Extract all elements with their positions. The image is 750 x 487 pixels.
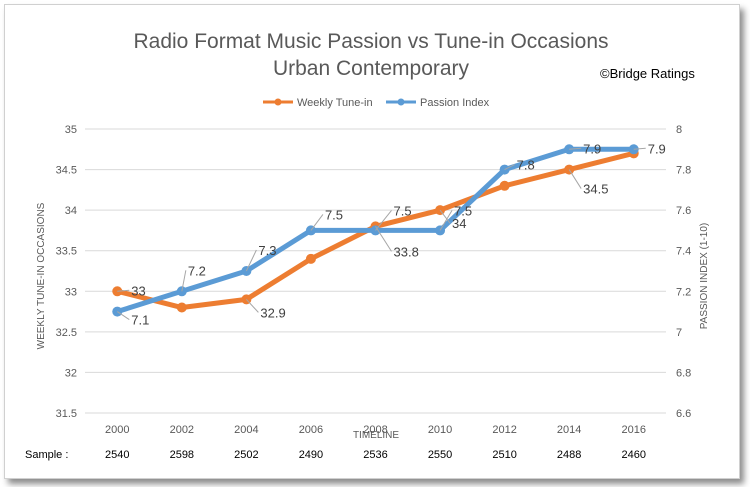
- x-tick-label: 2014: [557, 424, 581, 436]
- sample-label: Sample :: [25, 449, 68, 461]
- leader-line: [117, 289, 130, 292]
- x-tick-label: 2012: [492, 424, 516, 436]
- x-tick-label: 2000: [105, 424, 129, 436]
- data-label: 7.5: [394, 203, 412, 218]
- leader-line: [310, 214, 324, 231]
- sample-value: 2490: [299, 449, 323, 461]
- leader-line: [439, 209, 451, 224]
- chart-frame: Radio Format Music Passion vs Tune-in Oc…: [4, 4, 740, 479]
- leader-line: [117, 311, 130, 320]
- weekly-tune-in-point: [176, 302, 187, 313]
- leader-line: [504, 164, 515, 171]
- y2-tick-label: 8: [676, 124, 682, 136]
- data-label: 7.9: [648, 141, 666, 156]
- credit-text: ©Bridge Ratings: [600, 66, 695, 81]
- legend: Weekly Tune-in Passion Index: [263, 97, 490, 109]
- legend-tunein-marker: [274, 98, 282, 106]
- sample-value: 2460: [621, 449, 645, 461]
- data-label: 7.5: [454, 203, 472, 218]
- y-tick-label: 32.5: [56, 327, 77, 339]
- y2-tick-label: 7: [676, 327, 682, 339]
- right-axis-ticks: 6.6 6.8 7 7.2 7.4 7.6 7.8 8: [676, 124, 691, 420]
- x-axis-ticks: 2000 2002 2004 2006 2008 2010 2012 2014 2016: [105, 424, 646, 436]
- legend-passion-label: Passion Index: [420, 97, 490, 109]
- data-label: 33: [131, 283, 145, 298]
- data-label: 7.5: [325, 207, 343, 222]
- left-axis-ticks: 31.5 32 32.5 33 33.5 34 34.5 35: [56, 124, 77, 420]
- y2-axis-title: PASSION INDEX (1-10): [699, 223, 710, 330]
- y-tick-label: 34.5: [56, 165, 77, 177]
- x-tick-label: 2016: [621, 424, 645, 436]
- y2-tick-label: 7.8: [676, 165, 691, 177]
- weekly-tune-in-point: [499, 180, 510, 191]
- x-tick-label: 2002: [170, 424, 194, 436]
- sample-value: 2598: [170, 449, 194, 461]
- y-tick-label: 33: [65, 286, 77, 298]
- sample-value: 2536: [363, 449, 387, 461]
- sample-sizes: 2540 2598 2502 2490 2536 2550 2510 2488 2460: [105, 449, 646, 461]
- y-tick-label: 32: [65, 367, 77, 379]
- legend-tunein-label: Weekly Tune-in: [297, 97, 373, 109]
- data-label: 34: [452, 216, 466, 231]
- sample-value: 2550: [428, 449, 452, 461]
- y-tick-label: 35: [65, 124, 77, 136]
- chart-canvas: Radio Format Music Passion vs Tune-in Oc…: [25, 30, 710, 461]
- x-axis-title: TIMELINE: [353, 430, 399, 441]
- y-tick-label: 34: [65, 205, 77, 217]
- legend-passion-marker: [397, 98, 405, 106]
- y2-tick-label: 6.8: [676, 367, 691, 379]
- leader-line: [245, 249, 257, 272]
- data-label: 7.2: [188, 263, 206, 278]
- data-label: 33.8: [394, 244, 419, 259]
- x-tick-label: 2004: [234, 424, 258, 436]
- data-label: 7.9: [583, 141, 601, 156]
- gridlines: [85, 128, 666, 414]
- weekly-tune-in-point: [305, 253, 316, 264]
- leader-line: [246, 299, 259, 313]
- x-tick-label: 2006: [299, 424, 323, 436]
- x-tick-label: 2008: [363, 424, 387, 436]
- data-labels: 33 32.9 33.8 34 34.5 7.1 7.2 7.3 7.5 7.5 7.5 7.8 7.9…: [117, 141, 666, 328]
- sample-value: 2488: [557, 449, 581, 461]
- y2-tick-label: 6.6: [676, 408, 691, 420]
- sample-value: 2540: [105, 449, 129, 461]
- chart-title: Radio Format Music Passion vs Tune-in Oc…: [133, 30, 608, 53]
- y2-tick-label: 7.4: [676, 246, 691, 258]
- chart-subtitle: Urban Contemporary: [273, 57, 470, 80]
- y2-tick-label: 7.2: [676, 286, 691, 298]
- y-axis-title: WEEKLY TUNE-IN OCCASIONS: [36, 202, 47, 349]
- leader-line: [181, 270, 187, 292]
- y-tick-label: 31.5: [56, 408, 77, 420]
- leader-line: [439, 210, 453, 231]
- data-label: 32.9: [260, 305, 285, 320]
- sample-value: 2510: [492, 449, 516, 461]
- leader-line: [375, 210, 392, 231]
- series-group: [112, 144, 639, 317]
- y2-tick-label: 7.6: [676, 205, 691, 217]
- leader-line: [569, 147, 582, 150]
- data-label: 7.8: [517, 158, 535, 173]
- data-label: 7.1: [131, 313, 149, 328]
- leader-line: [568, 169, 582, 189]
- sample-value: 2502: [234, 449, 258, 461]
- leader-line: [375, 226, 392, 252]
- y-tick-label: 33.5: [56, 246, 77, 258]
- data-label: 7.3: [258, 243, 276, 258]
- data-label: 34.5: [583, 182, 608, 197]
- x-tick-label: 2010: [428, 424, 452, 436]
- leader-line: [633, 147, 646, 150]
